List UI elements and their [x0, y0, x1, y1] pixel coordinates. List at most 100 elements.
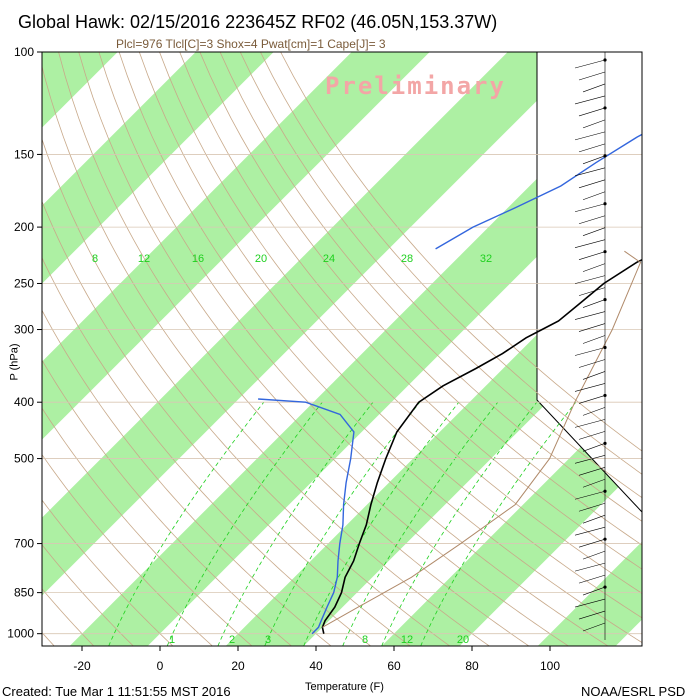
wind-barb: [578, 610, 606, 620]
wind-barb: [582, 335, 606, 344]
dry-adiabat-line: [42, 588, 95, 646]
wind-barb-dot: [603, 106, 607, 110]
mixing-ratio-label: 32: [480, 253, 492, 265]
wind-barb: [574, 347, 606, 356]
x-tick-label: 20: [231, 659, 245, 673]
mixing-ratio-label: 24: [323, 253, 335, 265]
y-tick-label: 100: [14, 45, 34, 59]
x-tick-label: 100: [540, 659, 560, 673]
mixing-ratio-line: [217, 401, 374, 646]
y-tick-label: 1000: [7, 627, 34, 641]
wind-barb: [582, 83, 606, 93]
wind-barb: [582, 191, 606, 201]
wind-barb: [582, 586, 606, 596]
wind-barb: [578, 107, 606, 117]
wind-barb: [578, 395, 606, 404]
wind-barb: [578, 359, 606, 368]
barb-column-mask: [537, 52, 642, 512]
x-tick-label: 60: [387, 659, 401, 673]
wind-barb: [578, 502, 606, 512]
trace-dewpoint: [258, 398, 355, 635]
wind-barb: [574, 598, 606, 608]
dry-adiabat-line: [42, 499, 174, 646]
dry-adiabat-line: [42, 256, 371, 646]
credit-label: NOAA/ESRL PSD: [581, 684, 686, 699]
wind-barb-dot: [603, 202, 607, 206]
wind-barb: [582, 443, 606, 452]
wind-barb-dot: [603, 250, 607, 254]
y-axis-ticks: 100 150 200 250 300 400 500 700 850 1000: [7, 45, 42, 641]
preliminary-watermark: Preliminary: [325, 72, 506, 100]
dry-adiabats: [42, 52, 642, 646]
wind-barb: [582, 550, 606, 560]
wind-barb: [582, 622, 606, 632]
mixing-ratio-label: 20: [255, 253, 267, 265]
page-title: Global Hawk: 02/15/2016 223645Z RF02 (46…: [18, 12, 498, 32]
wind-barb: [582, 299, 606, 308]
trace-parcel: [322, 250, 642, 628]
mixing-ratio-labels: 8 12 16 20 24 28 321 2 3 8 12 20: [92, 253, 492, 646]
temperature-bands: [42, 52, 700, 646]
mixing-ratio-label: 8: [362, 634, 368, 646]
wind-barb: [582, 119, 606, 129]
temperature-band: [537, 541, 642, 646]
x-tick-label: -20: [73, 659, 91, 673]
wind-barb-dot: [603, 585, 607, 589]
x-tick-label: 0: [157, 659, 164, 673]
dry-adiabat-line: [42, 453, 213, 646]
temperature-band: [694, 52, 700, 646]
dry-adiabat-line: [239, 52, 642, 499]
wind-barb-dot: [603, 58, 607, 62]
wind-barb: [578, 467, 606, 476]
dry-adiabat-line: [42, 359, 292, 646]
dry-adiabat-line: [159, 52, 642, 594]
wind-barb: [574, 131, 606, 141]
dry-adiabat-line: [98, 52, 609, 646]
wind-barb: [578, 143, 606, 153]
mixing-ratio-lines: [108, 401, 577, 646]
wind-barb-dot: [603, 393, 607, 398]
dry-adiabat-line: [219, 52, 642, 522]
x-axis-title: Temperature (F): [305, 681, 384, 693]
y-tick-label: 300: [14, 323, 34, 337]
created-timestamp: Created: Tue Mar 1 11:51:55 MST 2016: [2, 684, 231, 699]
wind-barb: [574, 419, 606, 428]
wind-barb: [574, 95, 606, 105]
mixing-ratio-label: 2: [229, 634, 235, 646]
mixing-ratio-line: [108, 401, 265, 646]
wind-barb: [578, 431, 606, 440]
dry-adiabat-line: [42, 544, 134, 646]
wind-barb: [574, 59, 606, 69]
wind-barb: [582, 227, 606, 236]
temperature-band: [42, 52, 118, 128]
wind-barb: [578, 71, 606, 81]
mixing-ratio-label: 1: [169, 634, 175, 646]
mixing-ratio-line: [166, 401, 323, 646]
wind-barb: [578, 287, 606, 296]
wind-barb-dot: [603, 537, 607, 541]
dry-adiabat-line: [260, 52, 642, 475]
dry-adiabat-line: [138, 52, 642, 619]
wind-barb-dot: [603, 489, 607, 493]
mixing-ratio-label: 12: [401, 634, 413, 646]
mixing-ratio-line: [264, 401, 421, 646]
wind-barb: [578, 251, 606, 260]
y-tick-label: 400: [14, 395, 34, 409]
mixing-ratio-line: [342, 401, 499, 646]
temperature-band: [42, 52, 274, 284]
mixing-ratio-line: [420, 401, 577, 646]
wind-barb: [574, 562, 606, 572]
x-tick-label: 40: [309, 659, 323, 673]
trace-dewpoint_upper: [435, 133, 642, 250]
wind-barb: [574, 167, 606, 177]
dry-adiabat-line: [179, 52, 642, 570]
sounding-traces: [258, 133, 642, 635]
wind-barb: [578, 574, 606, 584]
wind-barb-dot: [603, 441, 607, 445]
dry-adiabat-line: [78, 52, 569, 646]
x-tick-label: 80: [465, 659, 479, 673]
wind-barb: [574, 203, 606, 213]
trace-temperature: [321, 258, 642, 634]
dry-adiabat-line: [42, 138, 450, 646]
